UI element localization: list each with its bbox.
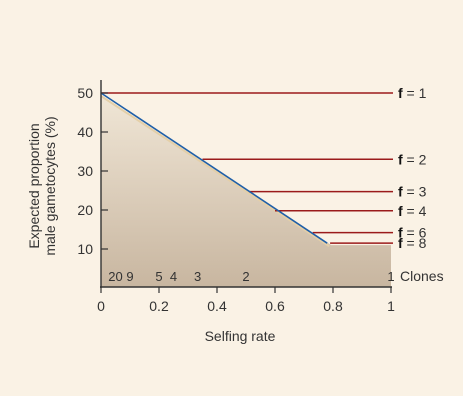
f-value: = 2 (403, 151, 427, 167)
y-tick-label: 50 (77, 85, 93, 101)
clone-tick-label: 20 (108, 269, 122, 284)
clone-tick-label: 9 (126, 269, 133, 284)
f-line-label: f = 2 (398, 151, 427, 167)
f-line-label: f = 8 (398, 235, 427, 251)
y-axis-title-line: Expected proportion (26, 123, 42, 248)
f-value: = 8 (403, 235, 427, 251)
y-tick-label: 40 (77, 124, 93, 140)
diagonal-line (100, 92, 328, 244)
f-symbol: f (398, 85, 403, 101)
clone-tick-label: 5 (155, 269, 162, 284)
y-tick-label: 30 (77, 163, 93, 179)
y-tick-label: 20 (77, 202, 93, 218)
y-tick-label: 10 (77, 241, 93, 257)
clones-label: Clones (400, 268, 444, 284)
x-tick-label: 0.4 (207, 298, 227, 314)
f-line-label: f = 1 (398, 85, 427, 101)
clone-tick-label: 2 (242, 269, 249, 284)
f-value: = 3 (403, 184, 427, 200)
clone-tick-label: 1 (387, 269, 394, 284)
f-line-label: f = 3 (398, 184, 427, 200)
x-tick-label: 0.2 (149, 298, 169, 314)
f-symbol: f (398, 225, 403, 241)
f-symbol: f (398, 203, 403, 219)
f-value: = 4 (403, 203, 427, 219)
diagonal-shadow (100, 95, 330, 247)
f-value: = 1 (403, 85, 427, 101)
x-tick-label: 1 (387, 298, 395, 314)
f-value: = 6 (403, 225, 427, 241)
f-symbol: f (398, 151, 403, 167)
f-line-label: f = 4 (398, 203, 427, 219)
f-symbol: f (398, 235, 403, 251)
f-symbol: f (398, 184, 403, 200)
f-line-label: f = 6 (398, 225, 427, 241)
x-tick-label: 0.6 (265, 298, 285, 314)
x-axis-title: Selfing rate (205, 328, 276, 344)
x-tick-label: 0 (97, 298, 105, 314)
x-tick-label: 0.8 (323, 298, 343, 314)
y-axis-title-line: male gametocytes (%) (42, 116, 58, 255)
clone-tick-label: 4 (170, 269, 177, 284)
clone-tick-label: 3 (194, 269, 201, 284)
